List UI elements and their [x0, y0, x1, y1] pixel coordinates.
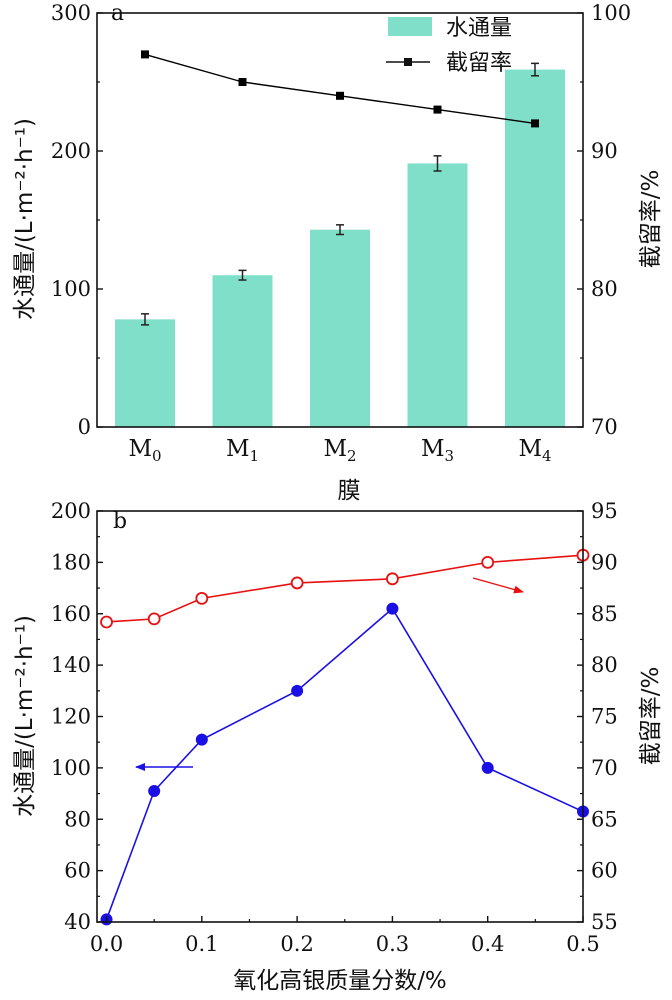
- tick-label: 40: [64, 910, 91, 934]
- right-axis-ticks-b: 55 60 65 70 75 80 85 90 95: [577, 499, 618, 934]
- x-axis-title-b: 氧化高银质量分数/%: [233, 968, 447, 994]
- category-label: M2: [323, 436, 356, 465]
- x-axis-title-a: 膜: [338, 478, 361, 504]
- tick-label: 75: [591, 705, 618, 729]
- tick-label: 100: [51, 756, 91, 780]
- line-point: [238, 78, 247, 86]
- chart-b: 40 60 80 100 120 140 160 180 200 55 60 65 70 75 80 85 9…: [12, 499, 664, 994]
- legend-label-rejection: 截留率: [446, 51, 512, 76]
- rejection-point: [386, 572, 399, 586]
- tick-label: 0.5: [566, 932, 599, 956]
- y-axis-title-right-b: 截留率/%: [638, 667, 664, 766]
- y-axis-title-right-a: 截留率/%: [638, 170, 664, 269]
- category-label: M1: [226, 436, 259, 465]
- left-axis-ticks-a: 0 100 200 300: [51, 1, 103, 439]
- rejection-point: [290, 576, 304, 590]
- flux-point: [148, 784, 161, 797]
- bar: [212, 275, 273, 427]
- flux-point: [195, 733, 208, 746]
- tick-label: 160: [51, 602, 91, 626]
- panel-label-a: a: [111, 1, 124, 26]
- bar: [310, 229, 370, 427]
- line-point: [433, 105, 442, 114]
- tick-label: 90: [591, 550, 618, 574]
- category-label: M0: [128, 436, 161, 465]
- tick-label: 0.3: [376, 932, 409, 956]
- tick-label: 0: [78, 415, 91, 439]
- flux-point: [386, 602, 399, 615]
- flux-point: [481, 761, 494, 774]
- bar-series-flux: [115, 69, 565, 428]
- rejection-point: [100, 615, 113, 629]
- tick-label: 95: [591, 499, 618, 523]
- tick-label: 70: [591, 415, 618, 439]
- legend-swatch-flux: [388, 17, 432, 36]
- panel-label-b: b: [113, 509, 127, 534]
- tick-label: 0.2: [280, 932, 313, 956]
- tick-label: 60: [64, 859, 91, 883]
- line-series-rejection: [141, 50, 539, 128]
- rejection-point: [147, 612, 161, 626]
- y-axis-title-left-b: 水通量/(L·m⁻²·h⁻¹): [12, 615, 38, 817]
- legend-label-flux: 水通量: [446, 16, 512, 41]
- flux-point: [291, 684, 304, 697]
- tick-label: 65: [591, 807, 618, 831]
- rejection-point: [195, 591, 209, 605]
- tick-label: 140: [51, 653, 91, 677]
- category-label: M3: [421, 436, 454, 465]
- legend-a: 水通量 截留率: [386, 16, 512, 76]
- line-point: [531, 119, 539, 128]
- tick-label: 200: [51, 499, 91, 523]
- category-label: M4: [518, 436, 551, 465]
- error-bars: [141, 62, 539, 326]
- x-axis-ticks-b: 0.0 0.1 0.2 0.3 0.4 0.5: [90, 916, 600, 956]
- tick-label: 0.0: [90, 932, 123, 956]
- tick-label: 0.4: [471, 932, 504, 956]
- arrow-rejection-right-axis: [472, 577, 524, 594]
- line-point: [141, 50, 149, 59]
- tick-label: 100: [591, 1, 631, 25]
- tick-label: 180: [51, 550, 91, 574]
- tick-label: 80: [591, 653, 618, 677]
- line-point: [336, 91, 344, 100]
- tick-label: 80: [591, 277, 618, 301]
- left-axis-ticks-b: 40 60 80 100 120 140 160 180 200: [51, 499, 103, 934]
- y-axis-title-left-a: 水通量/(L·m⁻²·h⁻¹): [12, 118, 38, 320]
- tick-label: 120: [51, 705, 91, 729]
- right-axis-ticks-a: 70 80 90 100: [577, 1, 631, 439]
- x-axis-ticks-a: M0 M1 M2 M3 M4: [128, 436, 551, 465]
- legend-swatch-rejection-marker: [404, 58, 412, 66]
- tick-label: 60: [591, 859, 618, 883]
- rejection-point: [481, 555, 495, 569]
- tick-label: 85: [591, 602, 618, 626]
- bar: [407, 163, 468, 428]
- tick-label: 200: [51, 139, 91, 163]
- tick-label: 80: [64, 807, 91, 831]
- bar: [115, 319, 175, 427]
- chart-a: 0 100 200 300 70 80 90 100 M0 M1 M2 M3 M4 a 水通量 截留…: [12, 1, 664, 504]
- bar: [505, 69, 565, 427]
- flux-line: [105, 607, 584, 920]
- tick-label: 100: [51, 277, 91, 301]
- tick-label: 70: [591, 756, 618, 780]
- tick-label: 300: [51, 1, 91, 25]
- plot-frame-b: [96, 510, 584, 923]
- tick-label: 90: [591, 139, 618, 163]
- tick-label: 0.1: [185, 932, 218, 956]
- line-series-b: [100, 548, 590, 926]
- tick-label: 55: [591, 910, 618, 934]
